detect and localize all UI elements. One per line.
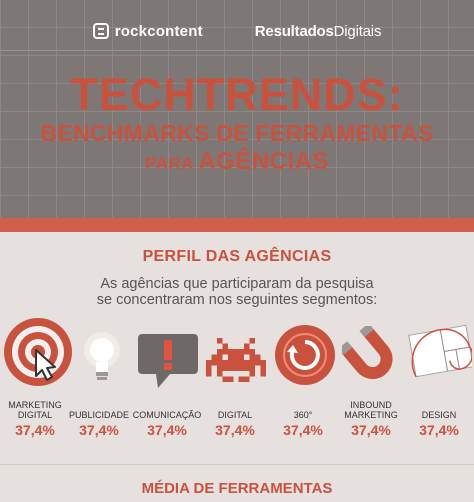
magnet-icon xyxy=(342,326,393,380)
segment-value: 37,4% xyxy=(419,422,459,438)
title-sub2: PARA AGÊNCIAS xyxy=(144,148,330,175)
segment-value: 37,4% xyxy=(147,422,187,438)
segment-item: DESIGN 37,4% xyxy=(405,398,473,438)
segment-item: PUBLICIDADE 37,4% xyxy=(65,398,133,438)
segment-item: 360° 37,4% xyxy=(269,398,337,438)
logos-row: rockcontent ResultadosDigitais xyxy=(0,20,474,42)
speech-bubble-exclamation-icon xyxy=(138,334,198,388)
section-subtitle: As agências que participaram da pesquisa… xyxy=(96,276,378,308)
next-section-title: MÉDIA DE FERRAMENTAS xyxy=(141,480,333,497)
title-main: TECHTRENDS: xyxy=(70,69,404,120)
segment-value: 37,4% xyxy=(283,422,323,438)
space-invader-icon xyxy=(206,338,266,382)
title-sub: BENCHMARKS DE FERRAMENTAS xyxy=(40,120,434,146)
header-stripe xyxy=(0,218,474,232)
segment-value: 37,4% xyxy=(215,422,255,438)
segment-item: MARKETING DIGITAL 37,4% xyxy=(1,398,69,438)
target-cursor-icon xyxy=(4,318,72,386)
segment-value: 37,4% xyxy=(15,422,55,438)
lightbulb-icon xyxy=(84,332,120,380)
section-title: PERFIL DAS AGÊNCIAS xyxy=(142,248,332,265)
segment-list: MARKETING DIGITAL 37,4% PUBLICIDADE 37,4%… xyxy=(0,398,474,458)
segment-value: 37,4% xyxy=(79,422,119,438)
segment-item: DIGITAL 37,4% xyxy=(201,398,269,438)
segment-value: 37,4% xyxy=(351,422,391,438)
rockcontent-mark-icon xyxy=(92,23,109,39)
rockcontent-logo: rockcontent xyxy=(92,23,203,40)
resultados-digitais-logo: ResultadosDigitais xyxy=(254,22,382,40)
segment-item: INBOUND MARKETING 37,4% xyxy=(337,398,405,438)
circular-arrow-icon xyxy=(275,325,335,385)
header-banner: rockcontent ResultadosDigitais TECHTREND… xyxy=(0,0,474,220)
segment-item: COMUNICAÇÃO 37,4% xyxy=(132,410,202,438)
segment-icons xyxy=(0,316,474,396)
golden-spiral-icon xyxy=(408,324,472,378)
